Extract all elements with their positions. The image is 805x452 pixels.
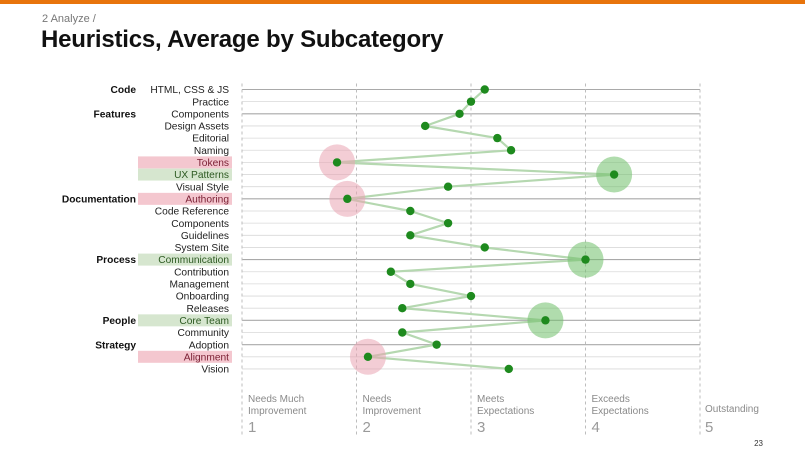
subcategory-label: Authoring	[185, 194, 229, 205]
subcategory-label: Guidelines	[181, 231, 229, 242]
subcategory-label: Contribution	[174, 267, 229, 278]
row-highlight-high	[138, 253, 232, 266]
scale-label-text: Needs	[363, 394, 392, 405]
scale-labels: Needs MuchImprovement1NeedsImprovement2M…	[248, 394, 759, 436]
data-point	[466, 97, 476, 106]
data-point	[480, 85, 489, 94]
data-point	[432, 340, 441, 349]
data-point	[493, 133, 502, 143]
data-point	[504, 364, 513, 374]
data-point	[541, 316, 550, 325]
subcategory-label: Vision	[201, 365, 229, 376]
category-label: Strategy	[95, 340, 136, 351]
scale-number: 3	[477, 419, 485, 436]
scale-label-text: Improvement	[363, 406, 422, 417]
subcategory-label: Onboarding	[176, 292, 230, 303]
data-point	[343, 194, 352, 204]
subcategory-label: Practice	[192, 97, 229, 108]
row-highlights	[138, 156, 232, 363]
data-point	[406, 231, 415, 240]
category-label: Code	[111, 85, 137, 96]
subcategory-label: Tokens	[197, 158, 229, 169]
data-point	[455, 109, 464, 119]
row-labels: HTML, CSS & JSCodePracticeComponentsFeat…	[62, 85, 230, 375]
scale-number: 1	[248, 419, 256, 436]
data-point	[506, 146, 516, 155]
data-point	[480, 243, 489, 252]
scale-number: 5	[705, 419, 713, 436]
data-point	[406, 206, 415, 216]
scale-number: 2	[363, 419, 371, 436]
subcategory-label: Community	[177, 328, 229, 339]
scale-label-text: Expectations	[477, 406, 534, 417]
subcategory-label: Adoption	[189, 340, 229, 351]
data-point	[443, 182, 453, 191]
series-line	[335, 88, 616, 370]
subcategory-label: Visual Style	[176, 182, 229, 193]
data-point	[443, 218, 453, 228]
scale-label-text: Meets	[477, 394, 504, 405]
data-point	[609, 170, 619, 179]
scale-label-text: Improvement	[248, 406, 307, 417]
subcategory-label: Naming	[194, 146, 229, 157]
subcategory-label: Releases	[187, 304, 229, 315]
breadcrumb[interactable]: 2 Analyze /	[42, 13, 96, 25]
subcategory-label: Alignment	[184, 352, 229, 363]
data-point	[398, 328, 407, 337]
page-number: 23	[754, 439, 763, 448]
top-accent-bar	[0, 0, 805, 4]
scale-number: 4	[592, 419, 600, 436]
scale-label-text: Needs Much	[248, 394, 304, 405]
page-title: Heuristics, Average by Subcategory	[41, 26, 444, 53]
subcategory-label: Code Reference	[155, 207, 230, 218]
data-point	[386, 267, 396, 276]
data-point	[421, 121, 430, 131]
subcategory-label: Editorial	[192, 134, 229, 145]
subcategory-label: System Site	[175, 243, 230, 254]
subcategory-label: Core Team	[179, 316, 229, 327]
row-highlight-high	[138, 314, 232, 327]
data-points	[332, 85, 619, 374]
category-label: Documentation	[62, 194, 136, 205]
data-point	[406, 279, 415, 289]
data-point	[466, 291, 476, 301]
subcategory-label: Communication	[158, 255, 229, 266]
row-highlight-low	[138, 192, 232, 205]
subcategory-label: Management	[170, 280, 230, 291]
subcategory-label: UX Patterns	[174, 170, 229, 181]
row-highlight-low	[138, 156, 232, 169]
subcategory-label: Components	[171, 219, 229, 230]
data-point	[363, 352, 373, 361]
scale-label-text: Outstanding	[705, 404, 759, 415]
row-highlight-low	[138, 350, 232, 363]
scale-label-text: Expectations	[592, 406, 649, 417]
category-label: Features	[94, 109, 137, 120]
data-point	[332, 158, 342, 167]
series-line-path	[335, 88, 616, 370]
category-label: Process	[96, 255, 136, 266]
subcategory-label: Components	[171, 109, 229, 120]
row-highlight-high	[138, 168, 232, 181]
data-point	[581, 255, 590, 264]
subcategory-label: Design Assets	[164, 122, 229, 133]
subcategory-label: HTML, CSS & JS	[150, 85, 229, 96]
scale-label-text: Exceeds	[592, 394, 630, 405]
category-label: People	[103, 316, 137, 327]
data-point	[398, 304, 407, 313]
